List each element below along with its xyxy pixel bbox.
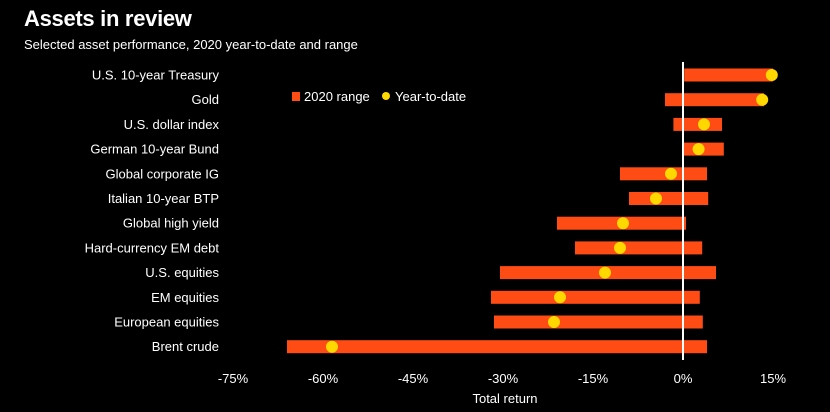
range-bar (491, 290, 700, 304)
x-tick-label: 15% (760, 371, 786, 386)
ytd-dot (614, 241, 626, 254)
x-tick-labels: -75% -60% -45% -30% -15% 0% 15% (218, 371, 787, 386)
x-tick-label: -60% (308, 371, 339, 386)
category-labels: U.S. 10-year Treasury Gold U.S. dollar ind… (85, 68, 220, 355)
category-label: Gold (192, 92, 219, 107)
x-tick-label: 0% (674, 371, 693, 386)
legend-range-label: 2020 range (304, 89, 370, 104)
range-bar (287, 340, 707, 354)
ytd-dot (617, 217, 629, 230)
category-label: Hard-currency EM debt (85, 240, 220, 255)
category-label: U.S. dollar index (124, 117, 220, 132)
category-label: EM equities (151, 290, 219, 305)
ytd-dot (650, 192, 662, 205)
ytd-dot (698, 118, 710, 131)
ytd-dot (599, 266, 611, 279)
ytd-dot (326, 340, 338, 353)
category-label: European equities (114, 315, 219, 330)
ytd-dot (692, 143, 705, 156)
category-label: Global high yield (123, 216, 219, 231)
range-bar (494, 315, 703, 329)
range-bar (629, 192, 709, 205)
range-bar (673, 117, 722, 131)
category-label: U.S. equities (145, 265, 219, 280)
chart-title: Assets in review (24, 6, 192, 31)
range-bar (684, 68, 773, 82)
ytd-dot (765, 69, 778, 81)
range-bar (665, 93, 764, 107)
ytd-dot (665, 167, 677, 180)
x-tick-label: -30% (488, 371, 519, 386)
ytd-dots (326, 69, 778, 353)
category-label: U.S. 10-year Treasury (92, 68, 220, 83)
range-bars (287, 68, 773, 354)
x-axis-title: Total return (472, 391, 537, 406)
chart-subtitle: Selected asset performance, 2020 year-to… (24, 37, 358, 52)
x-tick-label: -75% (218, 371, 249, 386)
x-tick-label: -45% (398, 371, 429, 386)
ytd-dot (756, 93, 769, 106)
x-tick-label: -15% (578, 371, 609, 386)
legend-ytd-swatch (382, 92, 390, 100)
category-label: Global corporate IG (106, 166, 219, 181)
ytd-dot (548, 316, 560, 328)
ytd-dot (554, 291, 566, 304)
legend-ytd-label: Year-to-date (395, 89, 466, 104)
legend-range-swatch (292, 92, 300, 101)
category-label: German 10-year Bund (90, 142, 219, 157)
category-label: Italian 10-year BTP (108, 191, 219, 206)
legend: 2020 range Year-to-date (292, 89, 466, 104)
category-label: Brent crude (152, 339, 219, 354)
range-bar (575, 241, 703, 255)
range-bar (620, 167, 707, 181)
